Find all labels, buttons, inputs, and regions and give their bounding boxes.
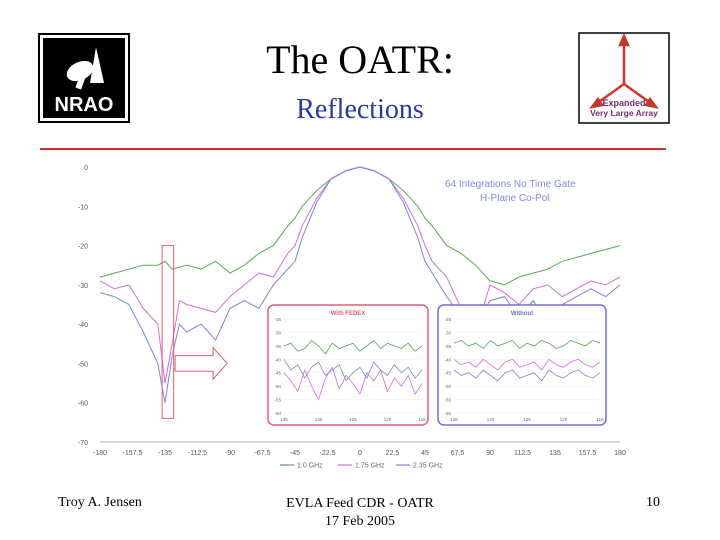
reflection-arrow bbox=[174, 346, 228, 381]
inset-y-tick: -25 bbox=[274, 317, 281, 322]
chart-svg: 0 -10 -20 -30 -40 -50 -60 -70 -180 -157.5 -135 -11… bbox=[78, 165, 626, 470]
evla-logo-line2: Very Large Array bbox=[590, 108, 658, 118]
legend-label-1: 1.0 GHz bbox=[297, 463, 323, 470]
y-tick-label: -50 bbox=[78, 361, 88, 368]
inset-frame bbox=[267, 304, 429, 426]
inset-series-line-3 bbox=[283, 359, 423, 382]
y-tick-label: -70 bbox=[78, 440, 88, 447]
inset-x-tick: 125 bbox=[523, 417, 531, 422]
chart-legend: 1.0 GHz 1.75 GHz 2.35 GHz bbox=[280, 463, 443, 470]
inset-x-tick: 135 bbox=[450, 417, 458, 422]
inset-y-tick: -40 bbox=[274, 357, 281, 362]
x-tick-label: -112.5 bbox=[188, 450, 207, 457]
inset-y-tick: -55 bbox=[444, 398, 451, 403]
x-tick-label: 45 bbox=[421, 450, 429, 457]
footer-event: EVLA Feed CDR - OATR bbox=[286, 496, 434, 511]
slide-title: The OATR: bbox=[266, 37, 454, 82]
legend-label-2: 1.75 GHz bbox=[355, 463, 385, 470]
inset-y-tick: -50 bbox=[444, 384, 451, 389]
x-tick-label: 112.5 bbox=[514, 450, 531, 457]
inset-series-line-2 bbox=[283, 366, 423, 401]
x-tick-label: -90 bbox=[225, 450, 235, 457]
x-tick-label: -67.5 bbox=[255, 450, 271, 457]
inset-y-tick: -60 bbox=[444, 411, 451, 416]
x-tick-label: 0 bbox=[358, 450, 362, 457]
inset-title: With FEDEX bbox=[331, 311, 366, 317]
inset-series-line-3 bbox=[453, 369, 601, 382]
inset-series-line-2 bbox=[453, 358, 601, 371]
x-tick-label: -22.5 bbox=[320, 450, 336, 457]
reflection-chart: 0 -10 -20 -30 -40 -50 -60 -70 -180 -157.5 -135 -11… bbox=[40, 150, 670, 480]
inset-y-tick: -60 bbox=[274, 411, 281, 416]
x-tick-label: -157.5 bbox=[123, 450, 143, 457]
slide-subtitle: Reflections bbox=[296, 94, 424, 125]
inset-y-tick: -35 bbox=[274, 344, 281, 349]
inset-y-tick: -55 bbox=[274, 398, 281, 403]
inset-x-tick: 120 bbox=[384, 417, 392, 422]
inset-title: Without bbox=[511, 311, 533, 317]
inset-series-line-1 bbox=[283, 339, 423, 355]
inset-y-tick: -35 bbox=[444, 344, 451, 349]
x-tick-label: -45 bbox=[290, 450, 300, 457]
inset-x-tick: 125 bbox=[349, 417, 357, 422]
inset-y-tick: -45 bbox=[274, 371, 281, 376]
legend-label-3: 2.35 GHz bbox=[413, 463, 443, 470]
footer-author: Troy A. Jensen bbox=[58, 495, 142, 510]
footer-center: EVLA Feed CDR - OATR 17 Feb 2005 bbox=[250, 495, 470, 530]
inset-y-tick: -25 bbox=[444, 317, 451, 322]
y-tick-label: 0 bbox=[84, 165, 88, 172]
nrao-logo-text: NRAO bbox=[55, 94, 114, 116]
x-tick-label: -180 bbox=[93, 450, 107, 457]
x-tick-label: 180 bbox=[614, 450, 626, 457]
inset-x-tick: 135 bbox=[280, 417, 288, 422]
inset-y-tick: -30 bbox=[444, 330, 451, 335]
inset-x-tick: 115 bbox=[418, 417, 426, 422]
page-number: 10 bbox=[646, 495, 660, 510]
inset-frame bbox=[437, 304, 607, 426]
evla-logo: Expanded Very Large Array bbox=[578, 32, 670, 124]
reflection-highlight-box bbox=[161, 245, 175, 419]
x-tick-label: -135 bbox=[158, 450, 172, 457]
inset-y-tick: -30 bbox=[274, 330, 281, 335]
y-tick-label: -60 bbox=[78, 401, 88, 408]
x-tick-label: 67.5 bbox=[451, 450, 465, 457]
x-tick-label: 90 bbox=[486, 450, 494, 457]
evla-logo-line1: Expanded bbox=[602, 98, 645, 108]
inset-y-tick: -50 bbox=[274, 384, 281, 389]
inset-x-tick: 130 bbox=[487, 417, 495, 422]
chart-annotation-line1: 64 Integrations No Time Gate bbox=[445, 179, 576, 190]
y-tick-label: -30 bbox=[78, 283, 88, 290]
nrao-logo: NRAO bbox=[38, 33, 130, 123]
x-tick-label: 157.5 bbox=[579, 450, 597, 457]
inset-y-tick: -45 bbox=[444, 371, 451, 376]
inset-x-tick: 115 bbox=[596, 417, 604, 422]
x-tick-label: 22.5 bbox=[386, 450, 400, 457]
y-tick-label: -10 bbox=[78, 204, 88, 211]
inset-y-tick: -40 bbox=[444, 357, 451, 362]
title-divider bbox=[40, 148, 666, 150]
inset-x-tick: 120 bbox=[560, 417, 568, 422]
y-tick-label: -40 bbox=[78, 322, 88, 329]
chart-annotation-line2: H-Plane Co-Pol bbox=[480, 193, 549, 204]
y-tick-label: -20 bbox=[78, 244, 88, 251]
footer-date: 17 Feb 2005 bbox=[325, 513, 395, 529]
inset-series-line-1 bbox=[453, 339, 601, 350]
x-tick-label: 135 bbox=[549, 450, 561, 457]
inset-x-tick: 130 bbox=[315, 417, 323, 422]
